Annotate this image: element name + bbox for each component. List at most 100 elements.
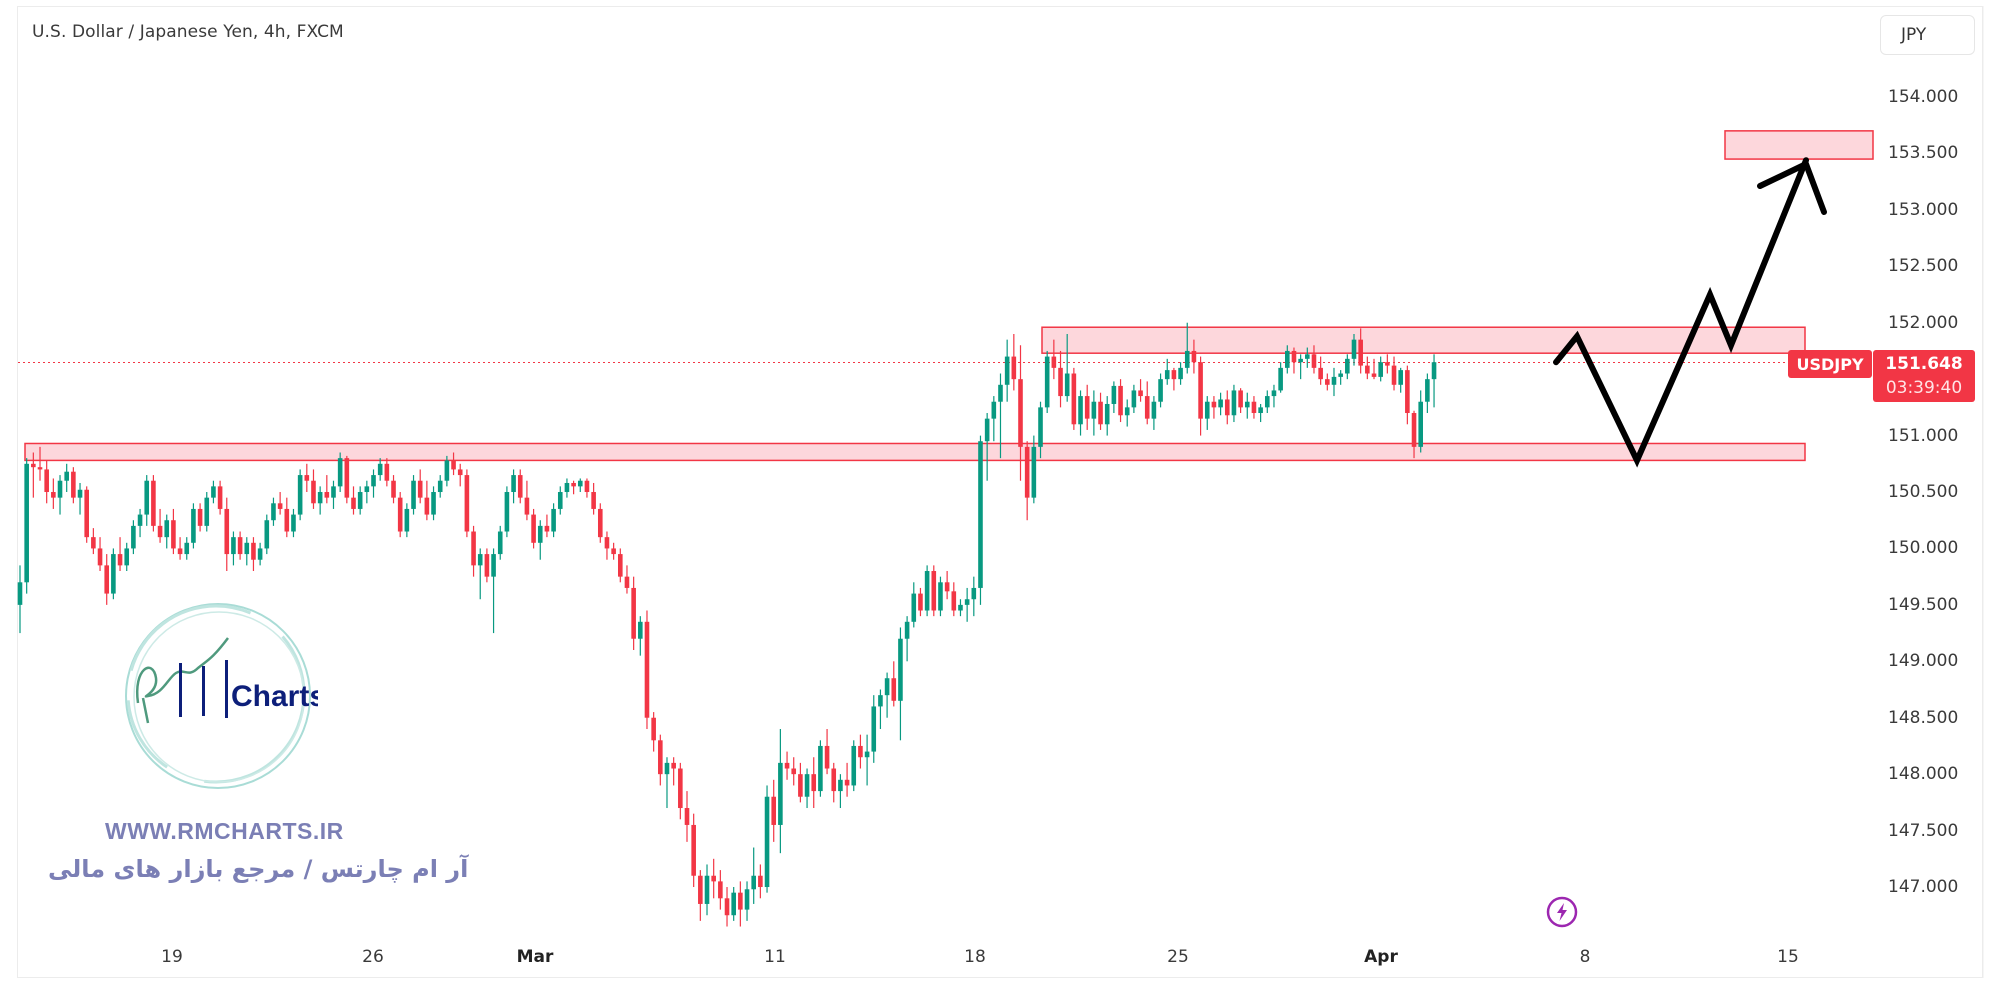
logo-text: Charts xyxy=(231,680,318,713)
candle xyxy=(1351,334,1357,366)
candle xyxy=(711,858,716,899)
candle xyxy=(1151,396,1157,430)
candle xyxy=(1184,322,1190,374)
candle xyxy=(1218,392,1223,416)
currency-button[interactable]: JPY xyxy=(1880,15,1975,55)
candle xyxy=(357,486,363,515)
candle xyxy=(177,537,183,560)
candle xyxy=(1411,410,1417,459)
candle xyxy=(24,458,29,594)
candle xyxy=(1425,373,1430,414)
price-tick: 150.500 xyxy=(1888,482,1959,502)
time-tick: 19 xyxy=(161,947,183,967)
candle xyxy=(1358,328,1363,374)
zone-target[interactable] xyxy=(1724,130,1874,160)
candle xyxy=(391,475,396,504)
candle xyxy=(1204,396,1210,430)
candle xyxy=(651,712,656,752)
candle xyxy=(844,762,850,797)
candle xyxy=(1244,392,1250,419)
candle xyxy=(371,469,376,498)
candle xyxy=(818,740,823,797)
time-tick: 11 xyxy=(764,947,786,967)
candle xyxy=(871,695,877,763)
time-tick: 18 xyxy=(964,947,986,967)
time-tick: Apr xyxy=(1364,947,1398,967)
candle xyxy=(91,528,96,555)
watermark-slogan: آر ام چارتس / مرجع بازار های مالی xyxy=(48,855,469,883)
candle xyxy=(157,508,163,543)
candle xyxy=(191,503,196,549)
candle xyxy=(898,627,903,741)
candle xyxy=(804,768,810,809)
candle xyxy=(604,531,610,560)
candles-layer xyxy=(17,322,1437,927)
zone-support[interactable] xyxy=(24,442,1806,462)
candle xyxy=(1044,350,1050,414)
candle xyxy=(1031,435,1037,504)
price-tick: 153.500 xyxy=(1888,143,1959,164)
candle xyxy=(251,537,256,572)
candle xyxy=(71,467,76,504)
candle xyxy=(231,531,236,566)
candle xyxy=(584,478,590,498)
price-tick: 148.000 xyxy=(1888,764,1959,785)
candle xyxy=(771,779,777,842)
candle xyxy=(444,455,450,487)
candle xyxy=(524,480,530,521)
candle xyxy=(1231,384,1237,423)
candle xyxy=(831,762,837,803)
candle xyxy=(1258,403,1263,423)
candle xyxy=(784,751,790,780)
candle xyxy=(577,478,583,493)
candle xyxy=(638,616,643,656)
candle xyxy=(237,531,243,560)
candle xyxy=(944,571,950,600)
candle xyxy=(1345,354,1350,380)
candle xyxy=(778,729,783,854)
candle xyxy=(57,475,63,515)
price-tick: 148.500 xyxy=(1888,707,1959,728)
candle xyxy=(1291,347,1297,374)
candle xyxy=(404,503,410,538)
candle xyxy=(37,446,43,481)
candle xyxy=(1371,358,1377,380)
event-lightning-icon[interactable] xyxy=(1546,896,1578,928)
candle xyxy=(171,508,176,555)
candle xyxy=(1124,399,1130,427)
candle xyxy=(1391,356,1397,391)
price-tick: 153.000 xyxy=(1888,199,1959,220)
candle xyxy=(904,616,910,662)
candle xyxy=(184,537,190,560)
candle xyxy=(1018,345,1023,481)
candle xyxy=(751,847,756,904)
candle xyxy=(197,503,203,532)
candle xyxy=(384,458,390,487)
candle xyxy=(1178,362,1183,385)
candle xyxy=(571,480,576,495)
candle xyxy=(457,463,463,487)
candle xyxy=(1385,354,1390,374)
candle xyxy=(297,469,303,521)
candle xyxy=(1104,396,1110,436)
candle xyxy=(1078,390,1083,436)
candle xyxy=(377,458,383,481)
candle xyxy=(1338,370,1343,385)
candle xyxy=(964,587,970,622)
price-tick: 152.500 xyxy=(1888,256,1959,277)
candle xyxy=(1398,367,1403,393)
candle xyxy=(631,576,636,651)
candle xyxy=(1071,367,1077,430)
candle xyxy=(491,548,496,634)
candle xyxy=(104,554,110,605)
candle xyxy=(511,469,516,504)
candle xyxy=(991,396,997,442)
candle xyxy=(1118,379,1123,423)
candle xyxy=(758,864,763,899)
candle xyxy=(337,452,343,493)
candle xyxy=(1311,345,1317,374)
candle xyxy=(484,548,490,583)
price-tick: 147.500 xyxy=(1888,820,1959,841)
zone-resistance[interactable] xyxy=(1041,326,1806,354)
